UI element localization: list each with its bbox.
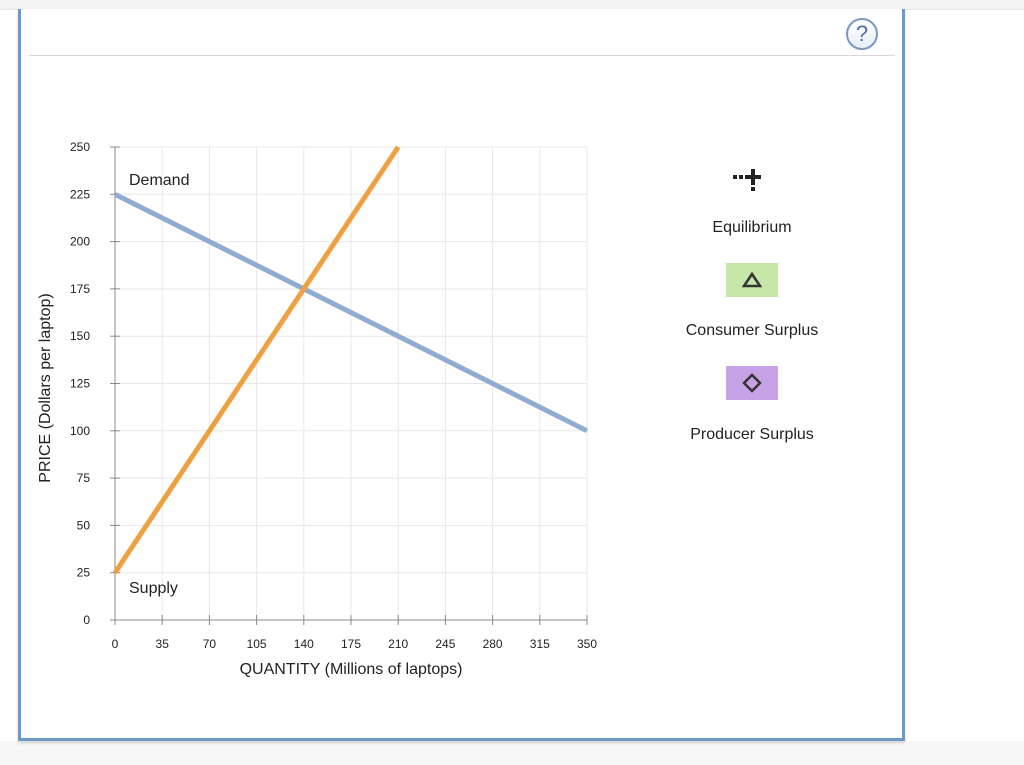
- y-axis-title: PRICE (Dollars per laptop): [37, 293, 54, 482]
- x-tick-label-1: 35: [156, 637, 170, 651]
- x-tick-label-7: 245: [435, 637, 455, 651]
- legend-equilibrium: Equilibrium: [652, 219, 852, 237]
- x-tick-label-5: 175: [341, 637, 361, 651]
- help-button[interactable]: ?: [846, 18, 878, 50]
- supply-curve[interactable]: [112, 145, 401, 575]
- x-tick-label-6: 210: [388, 637, 408, 651]
- x-tick-label-0: 0: [112, 637, 119, 651]
- panel-divider: [29, 55, 895, 56]
- y-tick-label-0: 0: [83, 613, 90, 627]
- triangle-icon: [742, 272, 762, 288]
- y-tick-label-1: 25: [77, 566, 91, 580]
- x-tick-label-9: 315: [530, 637, 550, 651]
- producer-surplus-tool[interactable]: [726, 366, 778, 400]
- x-tick-label-3: 105: [247, 637, 267, 651]
- supply-curve-label: Supply: [129, 580, 178, 597]
- chart-ticks: 0 25 50 75 100 125 150 175 200 225 250 0 35 70 105 140 1…: [70, 140, 597, 651]
- y-tick-label-5: 125: [70, 377, 90, 391]
- x-tick-label-4: 140: [294, 637, 314, 651]
- equilibrium-tool[interactable]: [733, 165, 773, 195]
- legend-consumer-surplus-label: Consumer Surplus: [685, 322, 819, 339]
- equilibrium-plus-icon: [733, 169, 761, 191]
- y-tick-label-8: 200: [70, 235, 90, 249]
- help-label: ?: [855, 21, 869, 46]
- diamond-icon: [742, 373, 762, 393]
- x-tick-label-10: 350: [577, 637, 597, 651]
- y-tick-label-4: 100: [70, 424, 90, 438]
- legend-consumer-surplus: Consumer Surplus: [652, 322, 852, 340]
- demand-curve[interactable]: [113, 192, 589, 434]
- x-axis-title: QUANTITY (Millions of laptops): [240, 661, 463, 678]
- x-tick-label-2: 70: [203, 637, 217, 651]
- y-tick-label-10: 250: [70, 140, 90, 154]
- legend-producer-surplus: Producer Surplus: [652, 426, 852, 444]
- legend-producer-surplus-label: Producer Surplus: [690, 426, 814, 443]
- demand-curve-label: Demand: [129, 172, 189, 189]
- y-tick-label-3: 75: [77, 471, 91, 485]
- y-tick-label-6: 150: [70, 329, 90, 343]
- consumer-surplus-tool[interactable]: [726, 263, 778, 297]
- legend-equilibrium-label: Equilibrium: [712, 219, 792, 236]
- y-tick-label-2: 50: [77, 518, 91, 532]
- chart-grid: [115, 146, 588, 620]
- x-tick-label-8: 280: [483, 637, 503, 651]
- bottom-strip: [0, 741, 1024, 765]
- y-tick-label-7: 175: [70, 282, 90, 296]
- y-tick-label-9: 225: [70, 187, 90, 201]
- chart-series: [112, 145, 589, 575]
